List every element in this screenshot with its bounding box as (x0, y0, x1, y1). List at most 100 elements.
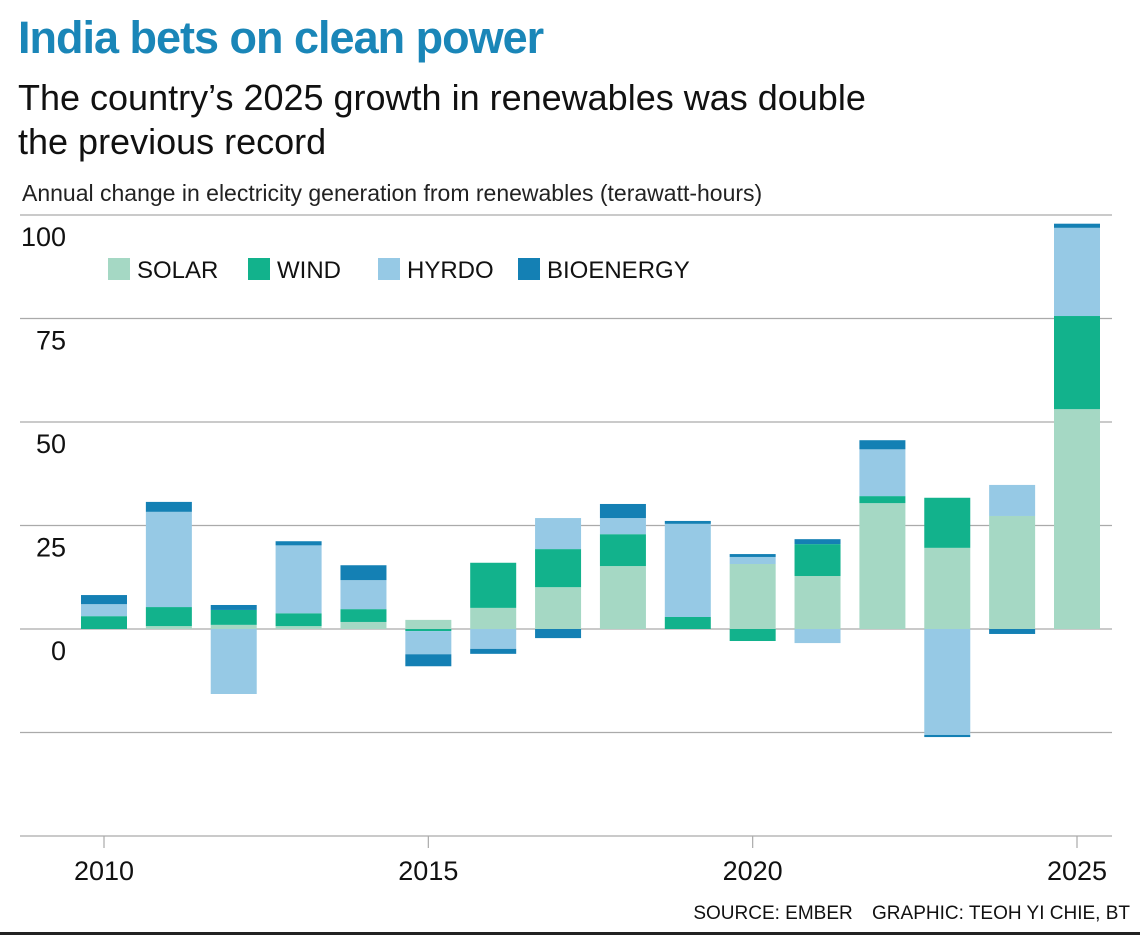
bar-solar-2020 (729, 564, 776, 629)
bar-bioenergy-2017 (535, 629, 582, 639)
y-axis-title: Annual change in electricity generation … (22, 180, 763, 206)
y-axis-ticks: 100 75 50 25 0 (21, 222, 66, 666)
legend-label-hydro: HYRDO (407, 257, 494, 284)
bar-solar-2021 (794, 576, 841, 629)
bar-group-2014 (340, 565, 387, 629)
bar-hydro-2023 (924, 629, 971, 735)
bar-group-2025 (1054, 223, 1100, 629)
bar-bioenergy-2019 (664, 520, 711, 524)
bar-solar-2011 (145, 626, 192, 629)
y-tick-label: 100 (21, 222, 66, 252)
bar-bioenergy-2024 (989, 629, 1036, 634)
bar-bioenergy-2014 (340, 565, 387, 581)
bar-group-2015 (405, 619, 452, 667)
bar-wind-2025 (1054, 316, 1100, 410)
bar-group-2024 (989, 484, 1036, 634)
bar-hydro-2010 (81, 604, 127, 617)
bar-hydro-2015 (405, 631, 452, 655)
bar-group-2011 (145, 501, 192, 629)
bar-wind-2020 (729, 629, 776, 642)
bar-bioenergy-2021 (794, 539, 841, 545)
bar-hydro-2013 (275, 545, 322, 614)
bar-wind-2014 (340, 609, 387, 622)
bar-bioenergy-2012 (210, 604, 257, 610)
bar-hydro-2025 (1054, 227, 1100, 317)
stacked-bar-chart: 100 75 50 25 0 2010 2015 2020 2025 SOLAR WIND HYR… (20, 214, 1112, 886)
bar-bioenergy-2022 (859, 440, 906, 450)
bars (81, 223, 1100, 738)
legend-swatch-wind (248, 258, 270, 280)
bar-wind-2017 (535, 549, 582, 588)
legend-swatch-hydro (378, 258, 400, 280)
bar-hydro-2024 (989, 484, 1036, 516)
chart-title: India bets on clean power (18, 12, 544, 63)
bar-group-2022 (859, 440, 906, 629)
bar-solar-2024 (989, 515, 1036, 629)
bar-wind-2018 (599, 534, 646, 567)
bar-bioenergy-2023 (924, 734, 971, 738)
bar-wind-2021 (794, 544, 841, 577)
bar-bioenergy-2011 (145, 501, 192, 512)
y-tick-label: 50 (36, 429, 66, 459)
legend: SOLAR WIND HYRDO BIOENERGY (108, 257, 690, 284)
bar-hydro-2020 (729, 556, 776, 565)
bar-wind-2015 (405, 629, 452, 632)
footer-credits: SOURCE: EMBER GRAPHIC: TEOH YI CHIE, BT (679, 903, 1130, 925)
y-tick-label: 25 (36, 533, 66, 563)
bar-wind-2013 (275, 613, 322, 627)
bar-solar-2016 (470, 607, 517, 629)
bar-bioenergy-2013 (275, 541, 322, 546)
bar-solar-2014 (340, 621, 387, 629)
x-axis-ticks: 2010 2015 2020 2025 (74, 836, 1107, 886)
bar-solar-2018 (599, 566, 646, 629)
x-tick-label: 2010 (74, 856, 134, 886)
bar-group-2023 (924, 497, 971, 738)
bar-hydro-2017 (535, 518, 582, 550)
bar-solar-2013 (275, 626, 322, 629)
legend-swatch-solar (108, 258, 130, 280)
bar-group-2019 (664, 520, 711, 629)
y-tick-label: 75 (36, 326, 66, 356)
bar-hydro-2021 (794, 629, 841, 644)
bar-hydro-2022 (859, 449, 906, 497)
chart-subtitle: The country’s 2025 growth in renewables … (18, 77, 866, 162)
bar-group-2017 (535, 518, 582, 639)
bar-wind-2016 (470, 562, 517, 608)
legend-label-wind: WIND (277, 257, 341, 284)
source-credit: SOURCE: EMBER (693, 903, 853, 924)
y-tick-label: 0 (51, 636, 66, 666)
legend-label-solar: SOLAR (137, 257, 218, 284)
bar-bioenergy-2010 (81, 595, 127, 605)
x-tick-label: 2020 (723, 856, 783, 886)
bar-group-2018 (599, 503, 646, 629)
bar-wind-2019 (664, 616, 711, 629)
x-tick-label: 2025 (1047, 856, 1107, 886)
bar-solar-2015 (405, 619, 452, 629)
legend-label-bioenergy: BIOENERGY (547, 257, 690, 284)
bar-bioenergy-2015 (405, 654, 452, 667)
bar-hydro-2011 (145, 511, 192, 608)
bar-bioenergy-2025 (1054, 223, 1100, 228)
bar-wind-2012 (210, 609, 257, 625)
bar-wind-2023 (924, 497, 971, 548)
bar-bioenergy-2020 (729, 554, 776, 557)
bar-solar-2022 (859, 503, 906, 629)
legend-swatch-bioenergy (518, 258, 540, 280)
bar-group-2012 (210, 604, 257, 694)
bar-bioenergy-2016 (470, 648, 517, 654)
bar-group-2021 (794, 539, 841, 644)
x-tick-label: 2015 (398, 856, 458, 886)
bar-hydro-2019 (664, 523, 711, 617)
bar-solar-2017 (535, 587, 582, 629)
bar-solar-2025 (1054, 409, 1100, 629)
bar-hydro-2012 (210, 629, 257, 694)
bottom-rule (0, 932, 1140, 935)
bar-group-2016 (470, 562, 517, 654)
bar-hydro-2016 (470, 629, 517, 649)
bar-solar-2023 (924, 547, 971, 629)
bar-wind-2011 (145, 607, 192, 627)
bar-group-2013 (275, 541, 322, 629)
bar-wind-2010 (81, 616, 127, 629)
bar-group-2020 (729, 554, 776, 642)
graphic-credit: GRAPHIC: TEOH YI CHIE, BT (872, 903, 1130, 924)
